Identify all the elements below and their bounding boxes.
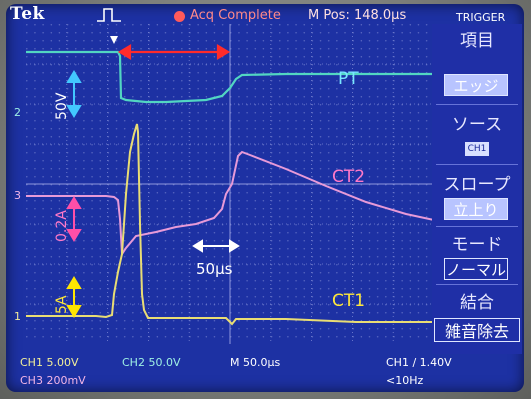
menu-item-coupling-label: 結合 bbox=[460, 293, 494, 313]
time-scale-arrow bbox=[192, 239, 240, 253]
ch3-scale-readout: CH3 200mV bbox=[20, 374, 86, 387]
ct1-scale-arrow bbox=[66, 276, 82, 318]
top-status-bar: Tek Acq Complete M Pos: 148.0µs TRIGGER bbox=[6, 4, 524, 26]
menu-item-source-value[interactable]: CH1 bbox=[465, 142, 489, 156]
trigger-frequency-readout: <10Hz bbox=[386, 374, 424, 387]
duration-arrow bbox=[117, 44, 231, 60]
time-scale-label: 50µs bbox=[196, 260, 233, 278]
timebase-readout: M 50.0µs bbox=[230, 356, 281, 369]
acquisition-indicator-icon bbox=[174, 11, 185, 22]
ch1-scale-readout: CH1 5.00V bbox=[20, 356, 79, 369]
ch3-ground-marker: 3 bbox=[14, 189, 21, 202]
menu-divider bbox=[436, 104, 518, 105]
acquisition-status: Acq Complete bbox=[190, 8, 281, 23]
menu-item-coupling-value[interactable]: 雑音除去 bbox=[434, 318, 520, 342]
bottom-status-bar: CH1 5.00V CH2 50.0V M 50.0µs CH1 ∕ 1.40V… bbox=[6, 354, 524, 392]
menu-divider bbox=[436, 284, 518, 285]
menu-item-type-value[interactable]: エッジ bbox=[444, 74, 508, 96]
ct1-label: CT1 bbox=[332, 291, 365, 311]
ch2-scale-readout: CH2 50.0V bbox=[122, 356, 181, 369]
ch1-ground-marker: 1 bbox=[14, 310, 21, 323]
pt-label: PT bbox=[338, 69, 359, 89]
pt-trace bbox=[26, 50, 434, 104]
graticule-center-axes bbox=[26, 24, 434, 344]
menu-item-source-label: ソース bbox=[451, 115, 503, 135]
trigger-pulse-icon bbox=[97, 8, 121, 22]
trigger-position-marker bbox=[110, 36, 118, 44]
ct2-scale-arrow bbox=[66, 196, 82, 242]
ct2-label: CT2 bbox=[332, 167, 365, 187]
ch2-ground-marker: 2 bbox=[14, 106, 21, 119]
ct1-trace bbox=[26, 123, 434, 326]
menu-item-type-label: 項目 bbox=[460, 31, 494, 51]
trigger-side-menu: 項目 エッジ ソース CH1 スロープ 立上り モード ノーマル 結合 雑音除去 bbox=[432, 24, 522, 354]
menu-item-slope-label: スロープ bbox=[443, 175, 511, 195]
oscilloscope-screen: Tek Acq Complete M Pos: 148.0µs TRIGGER bbox=[6, 4, 524, 392]
menu-title: TRIGGER bbox=[456, 11, 506, 24]
menu-item-mode-label: モード bbox=[451, 235, 503, 255]
pt-scale-arrow bbox=[66, 70, 82, 118]
ct1-scale-label: 5A bbox=[54, 295, 70, 314]
menu-divider bbox=[436, 164, 518, 165]
waveform-display: PT CT2 CT1 50µs 50V 0.2A 5A bbox=[26, 24, 434, 344]
pt-scale-label: 50V bbox=[54, 92, 70, 120]
menu-item-mode-value[interactable]: ノーマル bbox=[444, 258, 508, 280]
horizontal-position: M Pos: 148.0µs bbox=[308, 8, 407, 23]
menu-divider bbox=[436, 226, 518, 227]
ct2-trace bbox=[26, 150, 434, 258]
brand-logo: Tek bbox=[10, 4, 45, 24]
trigger-level-readout: CH1 ∕ 1.40V bbox=[386, 356, 452, 369]
ct2-scale-label: 0.2A bbox=[54, 210, 70, 242]
menu-item-slope-value[interactable]: 立上り bbox=[444, 198, 508, 220]
